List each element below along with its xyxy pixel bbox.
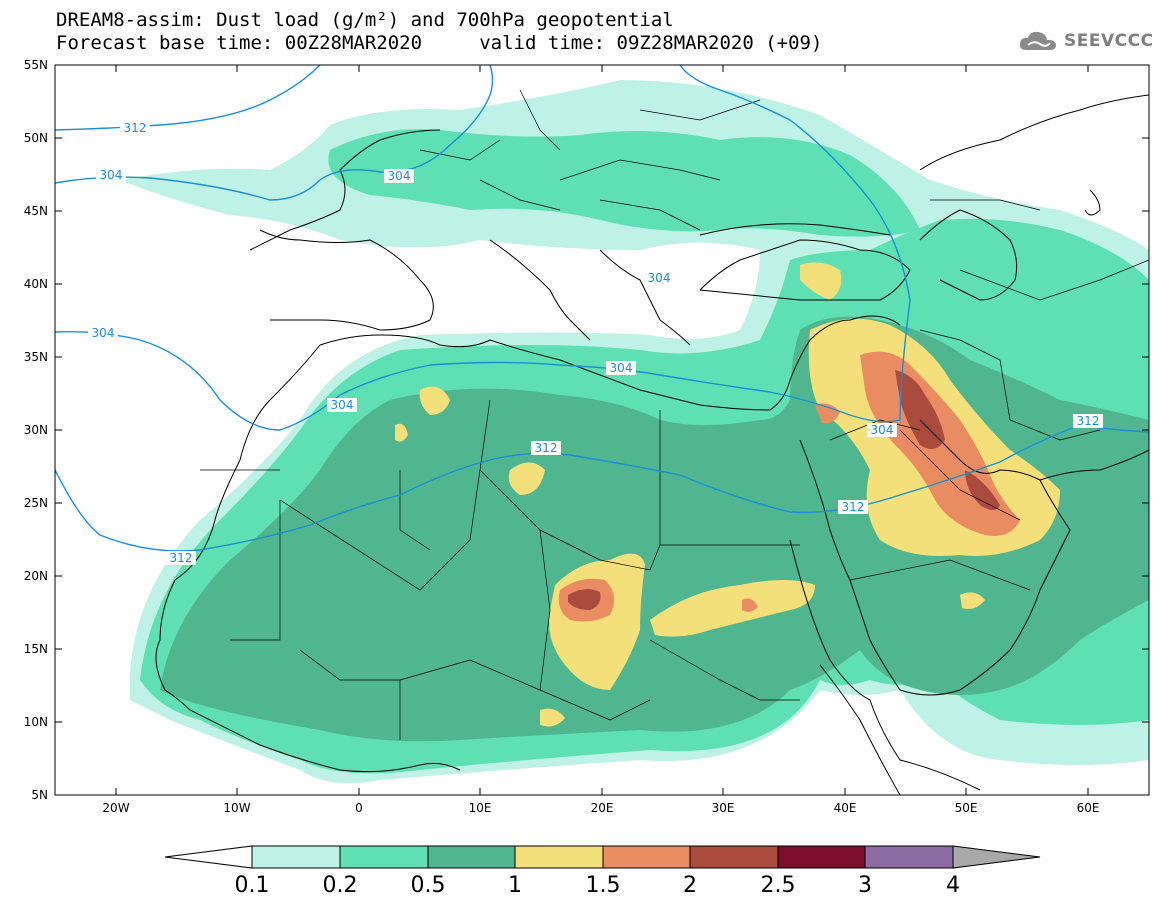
colorbar-swatch: [777, 845, 866, 869]
colorbar-label: 0.2: [323, 873, 358, 898]
lat-label: 25N: [24, 496, 48, 510]
lon-label: 10E: [469, 801, 492, 815]
contour-label: 304: [327, 398, 357, 412]
contour-label: 312: [1073, 414, 1103, 428]
lat-label: 55N: [24, 58, 48, 72]
svg-text:304: 304: [92, 326, 115, 340]
logo-text: SEEVCCC: [1064, 31, 1154, 51]
lon-label: 30E: [712, 801, 735, 815]
dust-region-yellow-a3: [395, 423, 408, 442]
longitude-axis: 20W 10W 0 10E 20E 30E 40E 50E 60E: [102, 65, 1099, 815]
contour-label: 304: [867, 423, 897, 437]
colorbar-swatch: [864, 845, 954, 869]
svg-text:304: 304: [648, 271, 671, 285]
latitude-axis: 55N 50N 45N 40N 35N 30N 25N 20N 15N 10N …: [24, 58, 1149, 802]
lat-label: 5N: [31, 788, 48, 802]
colorbar-swatch: [427, 845, 516, 869]
lat-label: 35N: [24, 350, 48, 364]
map-title: DREAM8-assim: Dust load (g/m²) and 700hP…: [56, 9, 674, 31]
svg-text:304: 304: [610, 361, 633, 375]
lat-label: 20N: [24, 569, 48, 583]
map-subtitle: Forecast base time: 00Z28MAR2020 valid t…: [56, 32, 823, 54]
dust-region-yellow-a1: [508, 462, 545, 495]
contour-label: 304: [644, 271, 674, 285]
geopotential-contours: [55, 65, 1149, 552]
lon-label: 20W: [102, 801, 129, 815]
svg-text:304: 304: [331, 398, 354, 412]
colorbar-label: 0.1: [235, 873, 270, 898]
svg-text:304: 304: [100, 168, 123, 182]
colorbar-over-triangle: [952, 845, 1041, 869]
dust-region-orange-a2: [742, 598, 758, 612]
contour-label: 312: [838, 500, 868, 514]
colorbar-under-triangle: [164, 845, 253, 869]
colorbar-swatch: [514, 845, 604, 869]
colorbar-label: 1.5: [586, 873, 621, 898]
lat-label: 10N: [24, 715, 48, 729]
colorbar-swatch: [251, 845, 341, 869]
lon-label: 0: [355, 801, 363, 815]
dust-region-yellow-anatolia: [800, 262, 842, 300]
dust-region-brown-chad: [568, 589, 601, 610]
seevccc-logo: SEEVCCC: [1018, 27, 1154, 55]
colorbar-swatch: [689, 845, 779, 869]
dust-shading: [120, 80, 1149, 784]
colorbar-label: 0.5: [411, 873, 446, 898]
contour-label: 304: [88, 326, 118, 340]
svg-text:312: 312: [124, 121, 147, 135]
lon-label: 20E: [591, 801, 614, 815]
lon-label: 50E: [955, 801, 978, 815]
contour-label: 312: [531, 441, 561, 455]
lat-label: 45N: [24, 204, 48, 218]
contour-label: 312: [166, 551, 196, 565]
svg-text:312: 312: [1077, 414, 1100, 428]
contour-label: 304: [96, 168, 126, 182]
colorbar-label: 3: [858, 873, 872, 898]
cloud-icon: [1019, 31, 1056, 50]
lon-label: 60E: [1077, 801, 1100, 815]
dust-region-yellow-a4: [540, 708, 565, 727]
dust-region-brown-gulf: [965, 470, 1000, 510]
lat-label: 50N: [24, 131, 48, 145]
lon-label: 10W: [223, 801, 250, 815]
lat-label: 15N: [24, 642, 48, 656]
contour-label: 304: [606, 361, 636, 375]
dust-region-yellow-sudan: [650, 580, 815, 637]
svg-text:304: 304: [388, 169, 411, 183]
contour-label: 312: [120, 121, 150, 135]
svg-text:304: 304: [871, 423, 894, 437]
dust-region-yellow-a5: [960, 592, 985, 609]
lat-label: 40N: [24, 277, 48, 291]
coastlines: [155, 94, 1149, 795]
colorbar-labels: 0.1 0.2 0.5 1 1.5 2 2.5 3 4: [235, 873, 961, 898]
contour-labels: 312 304 304 304 304 304 312 312 312 304 …: [88, 121, 1103, 565]
colorbar-label: 4: [946, 873, 960, 898]
svg-text:312: 312: [842, 500, 865, 514]
svg-text:312: 312: [535, 441, 558, 455]
colorbar-label: 2: [683, 873, 697, 898]
lon-label: 40E: [834, 801, 857, 815]
lat-label: 30N: [24, 423, 48, 437]
colorbar-label: 1: [508, 873, 522, 898]
contour-label: 304: [384, 169, 414, 183]
colorbar-label: 2.5: [761, 873, 796, 898]
colorbar-swatch: [339, 845, 429, 869]
svg-text:312: 312: [170, 551, 193, 565]
colorbar-swatch: [602, 845, 691, 869]
country-borders: [200, 89, 1149, 740]
colorbar: [164, 845, 1041, 869]
dust-region-brown-iraq: [895, 370, 945, 449]
dust-region-yellow-a2: [419, 386, 450, 415]
